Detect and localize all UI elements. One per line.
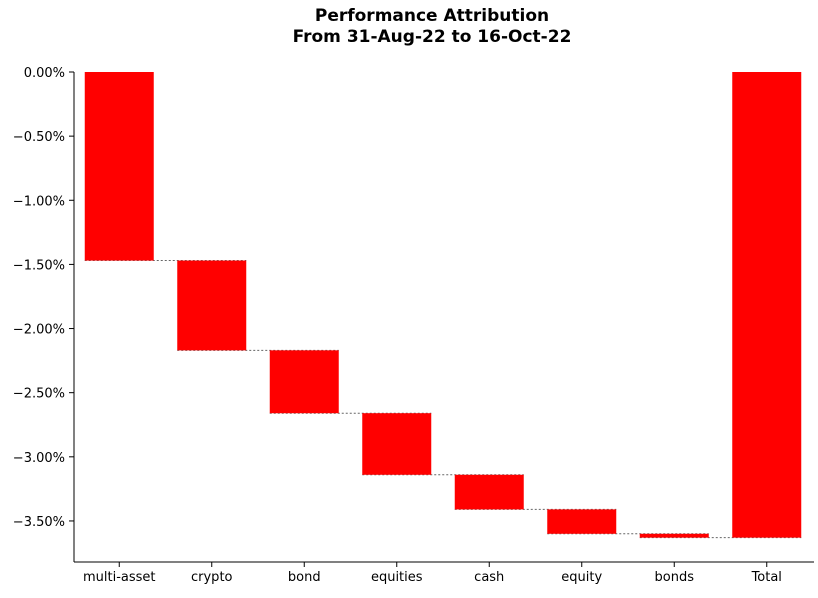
chart-title: Performance Attribution xyxy=(314,6,550,26)
x-tick-label: bond xyxy=(288,570,321,585)
chart-title-block: Performance Attribution From 31-Aug-22 t… xyxy=(0,6,818,48)
y-tick-label: −2.00% xyxy=(13,323,65,338)
y-tick-label: −1.00% xyxy=(13,194,65,209)
y-ticks: 0.00% −0.50% −1.00% −1.50% −2.00% −2.50% −3.00… xyxy=(13,66,74,530)
bar-total xyxy=(732,72,802,538)
y-tick-label: −2.50% xyxy=(13,387,65,402)
x-tick-label: equities xyxy=(371,570,423,585)
chart-subtitle: From 31-Aug-22 to 16-Oct-22 xyxy=(292,27,572,47)
x-ticks: multi-asset crypto bond equities cash equity b… xyxy=(83,562,782,585)
bar-equities xyxy=(362,413,432,475)
bar-bond xyxy=(269,350,339,414)
x-tick-label: multi-asset xyxy=(83,570,156,585)
y-tick-label: −0.50% xyxy=(13,130,65,145)
bar-bonds xyxy=(639,533,709,538)
y-tick-label: −1.50% xyxy=(13,258,65,273)
bar-multi-asset xyxy=(84,72,154,261)
x-tick-label: bonds xyxy=(655,570,695,585)
axes xyxy=(73,72,814,563)
connector-lines xyxy=(84,260,802,539)
x-tick-label: cash xyxy=(474,570,504,585)
y-tick-label: −3.00% xyxy=(13,451,65,466)
x-tick-label: Total xyxy=(751,570,782,585)
y-tick-label: 0.00% xyxy=(24,66,65,81)
x-tick-label: equity xyxy=(561,570,602,585)
x-tick-label: crypto xyxy=(191,570,233,585)
bar-crypto xyxy=(177,260,247,351)
bars xyxy=(84,72,802,538)
y-tick-label: −3.50% xyxy=(13,515,65,530)
bar-equity xyxy=(547,509,617,534)
bar-cash xyxy=(454,474,524,510)
